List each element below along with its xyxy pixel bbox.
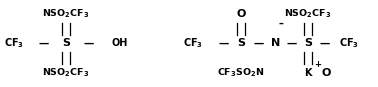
Text: $\mathregular{CF_3}$: $\mathregular{CF_3}$ <box>183 37 203 50</box>
Text: S: S <box>62 39 70 48</box>
Text: O: O <box>237 9 246 19</box>
Text: –: – <box>279 19 283 28</box>
Text: +: + <box>314 60 321 69</box>
Text: $\mathregular{CF_3SO_2N}$: $\mathregular{CF_3SO_2N}$ <box>217 67 265 79</box>
Text: $\mathregular{NSO_2CF_3}$: $\mathregular{NSO_2CF_3}$ <box>284 8 332 20</box>
Text: —: — <box>38 39 49 48</box>
Text: —: — <box>320 39 330 48</box>
Text: $\mathregular{CF_3}$: $\mathregular{CF_3}$ <box>339 37 359 50</box>
Text: $\mathregular{NSO_2CF_3}$: $\mathregular{NSO_2CF_3}$ <box>42 67 90 79</box>
Text: —: — <box>286 39 297 48</box>
Text: $\mathregular{CF_3}$: $\mathregular{CF_3}$ <box>4 37 24 50</box>
Text: N: N <box>271 39 280 48</box>
Text: S: S <box>237 39 245 48</box>
Text: OH: OH <box>112 39 128 48</box>
Text: —: — <box>254 39 264 48</box>
Text: K: K <box>304 68 312 78</box>
Text: —: — <box>84 39 94 48</box>
Text: O: O <box>322 68 331 78</box>
Text: S: S <box>304 39 312 48</box>
Text: —: — <box>218 39 229 48</box>
Text: $\mathregular{NSO_2CF_3}$: $\mathregular{NSO_2CF_3}$ <box>42 8 90 20</box>
